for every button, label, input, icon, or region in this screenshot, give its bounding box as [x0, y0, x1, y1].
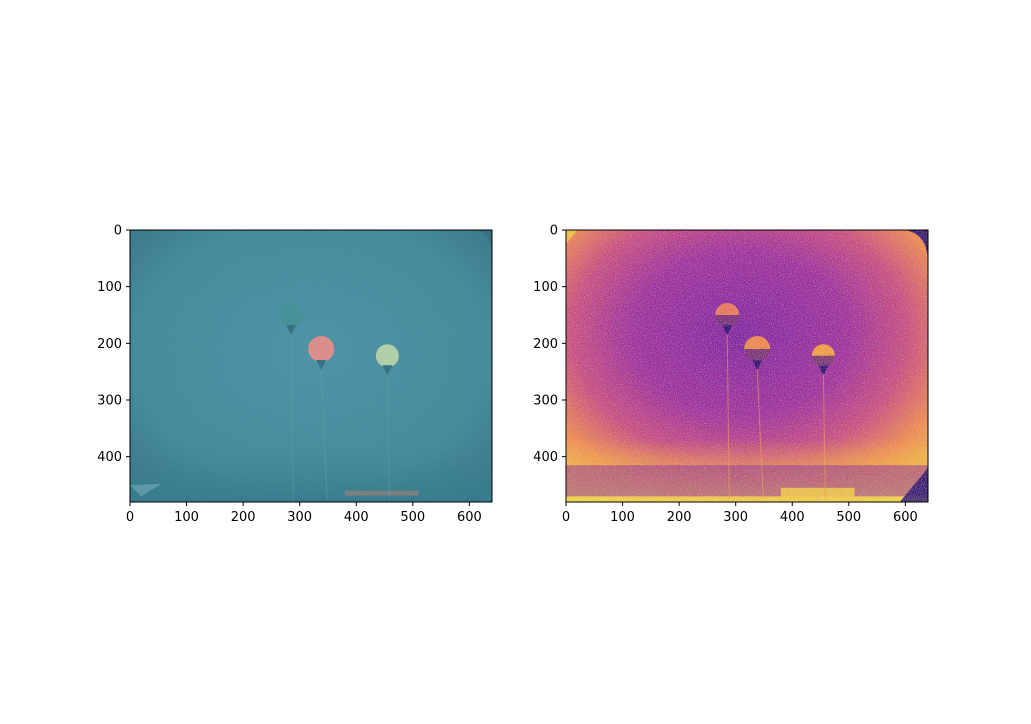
x-tick-label: 100	[174, 510, 199, 525]
x-tick-label: 400	[780, 510, 805, 525]
y-tick-label: 100	[533, 280, 558, 295]
y-tick-label: 200	[533, 337, 558, 352]
photo-image	[130, 230, 492, 502]
noise-texture	[566, 230, 928, 502]
y-tick-label: 300	[533, 394, 558, 409]
plasma-image	[566, 230, 928, 502]
x-tick-label: 300	[723, 510, 748, 525]
y-tick-label: 400	[97, 450, 122, 465]
x-tick-label: 600	[893, 510, 918, 525]
axes-right: 0 100 200 300 400 500 600 0 100 200 300 400	[533, 224, 929, 525]
noise-texture	[130, 230, 492, 502]
y-tick-label: 200	[97, 337, 122, 352]
x-tick-label: 400	[344, 510, 369, 525]
y-tick-label: 0	[550, 224, 558, 239]
axes-frame	[129, 229, 493, 503]
x-tick-label: 300	[287, 510, 312, 525]
x-tick-label: 0	[126, 510, 134, 525]
x-tick-label: 200	[667, 510, 692, 525]
x-tick-label: 500	[836, 510, 861, 525]
x-tick-label: 0	[562, 510, 570, 525]
y-tick-label: 100	[97, 280, 122, 295]
x-tick-label: 100	[610, 510, 635, 525]
axes-left: 0 100 200 300 400 500 600 0 100 200 300 400	[97, 224, 493, 525]
x-tick-label: 200	[231, 510, 256, 525]
axes-frame	[565, 229, 929, 503]
x-tick-label: 600	[457, 510, 482, 525]
x-tick-label: 500	[400, 510, 425, 525]
y-tick-label: 400	[533, 450, 558, 465]
y-tick-label: 0	[114, 224, 122, 239]
y-tick-label: 300	[97, 394, 122, 409]
